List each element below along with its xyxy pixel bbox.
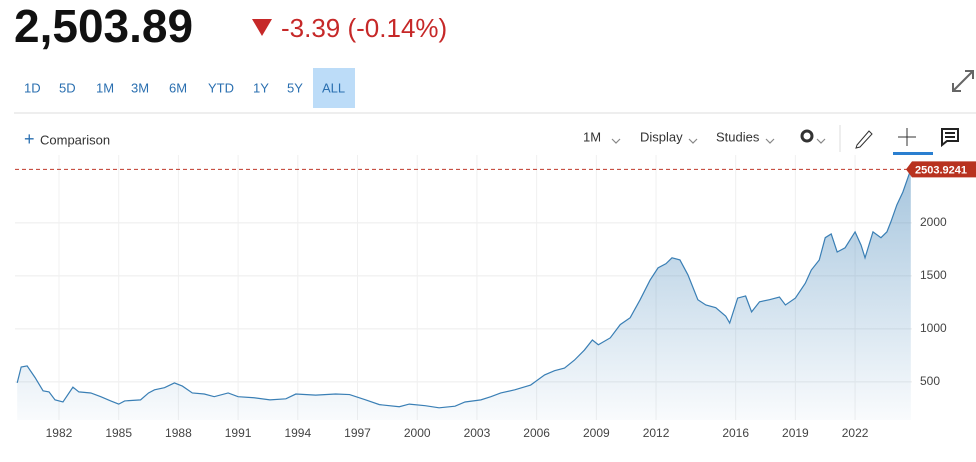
comment-icon[interactable] xyxy=(941,128,959,148)
down-arrow xyxy=(252,19,272,36)
range-button[interactable]: YTD xyxy=(208,80,234,95)
range-button[interactable]: 3M xyxy=(131,80,149,95)
pencil-icon[interactable] xyxy=(855,130,873,149)
gear-icon[interactable] xyxy=(800,129,814,143)
y-tick-label: 1500 xyxy=(920,268,947,282)
x-tick-label: 2022 xyxy=(842,426,869,440)
y-tick-label: 2000 xyxy=(920,215,947,229)
x-tick-label: 2016 xyxy=(722,426,749,440)
expand-icon xyxy=(952,70,974,92)
area-fill xyxy=(17,169,911,420)
studies[interactable]: Studies xyxy=(716,129,760,144)
x-tick-label: 1982 xyxy=(46,426,73,440)
range-button[interactable]: 1Y xyxy=(253,80,269,95)
last-value-box xyxy=(906,161,976,178)
x-tick-label: 1997 xyxy=(344,426,371,440)
y-tick-label: 500 xyxy=(920,374,940,388)
interval[interactable]: 1M xyxy=(583,129,601,144)
range-button[interactable]: 1M xyxy=(96,80,114,95)
x-tick-label: 1988 xyxy=(165,426,192,440)
display[interactable]: Display xyxy=(640,129,683,144)
range-button[interactable]: 5Y xyxy=(287,80,303,95)
price-line xyxy=(16,169,912,409)
x-tick-label: 2012 xyxy=(643,426,670,440)
x-tick-label: 1994 xyxy=(284,426,311,440)
price: 2,503.89 xyxy=(14,0,193,52)
y-tick-label: 1000 xyxy=(920,321,947,335)
x-tick-label: 2006 xyxy=(523,426,550,440)
range-button[interactable]: 6M xyxy=(169,80,187,95)
crosshair-icon[interactable] xyxy=(898,128,916,146)
active-tool xyxy=(893,152,933,155)
x-tick-label: 2019 xyxy=(782,426,809,440)
x-tick-label: 2000 xyxy=(404,426,431,440)
range-button[interactable]: ALL xyxy=(322,80,345,95)
x-tick-label: 2009 xyxy=(583,426,610,440)
comparison[interactable]: Comparison xyxy=(40,132,110,147)
active-range xyxy=(313,68,355,108)
x-tick-label: 1985 xyxy=(105,426,132,440)
range-button[interactable]: 1D xyxy=(24,80,41,95)
range-button[interactable]: 5D xyxy=(59,80,76,95)
change: -3.39 (-0.14%) xyxy=(281,13,447,43)
x-tick-label: 2003 xyxy=(464,426,491,440)
plus-icon: + xyxy=(24,129,35,149)
last-value-label: 2503.9241 xyxy=(915,164,967,176)
x-tick-label: 1991 xyxy=(225,426,252,440)
chevrons xyxy=(611,138,826,144)
